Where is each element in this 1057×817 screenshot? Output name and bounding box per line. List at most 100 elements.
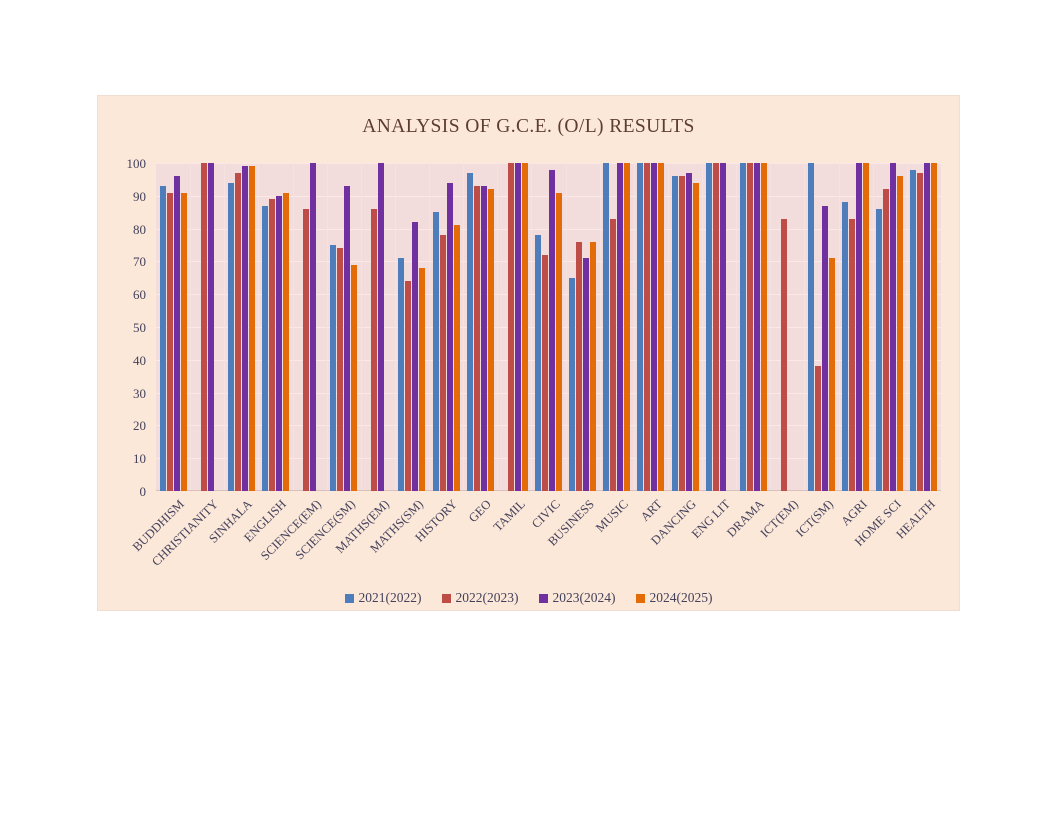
vertical-gridline (770, 163, 772, 491)
bar-eng-lit-2023-2024- (719, 163, 726, 491)
vertical-gridline (360, 163, 362, 491)
y-tick-label: 90 (133, 188, 146, 204)
legend-item-2023-2024-: 2023(2024) (538, 590, 616, 606)
vertical-gridline (838, 163, 840, 491)
y-tick-label: 60 (133, 287, 146, 303)
bar-agri-2022-2023- (849, 218, 856, 491)
y-tick-label: 70 (133, 254, 146, 270)
bar-eng-lit-2021-2022- (705, 163, 712, 491)
bar-science-em--2022-2023- (303, 208, 310, 491)
bar-drama-2022-2023- (746, 163, 753, 491)
gridline (156, 327, 941, 328)
gridline (156, 163, 941, 164)
chart-panel: ANALYSIS OF G.C.E. (O/L) RESULTS 0 10 20 30… (97, 95, 960, 611)
bar-ict-sm--2022-2023- (815, 366, 822, 491)
bar-english-2023-2024- (275, 195, 282, 491)
bar-maths-sm--2021-2022- (398, 258, 405, 491)
legend-swatch-icon (441, 593, 451, 603)
vertical-gridline (804, 163, 806, 491)
gridline (156, 425, 941, 427)
vertical-gridline (906, 163, 908, 491)
bar-civic-2022-2023- (542, 254, 548, 491)
bar-buddhism-2021-2022- (159, 185, 166, 491)
bar-english-2024-2025- (282, 192, 289, 491)
y-tick-label: 10 (133, 451, 146, 467)
bar-maths-em--2023-2024- (378, 163, 385, 491)
vertical-gridline (736, 163, 738, 491)
vertical-gridline (633, 163, 635, 491)
bar-health-2024-2025- (931, 163, 938, 491)
x-axis-line (156, 490, 941, 491)
bar-art-2021-2022- (637, 163, 644, 491)
bar-health-2023-2024- (924, 163, 931, 491)
bar-english-2021-2022- (261, 205, 268, 491)
legend-label: 2024(2025) (649, 590, 713, 605)
bar-history-2023-2024- (446, 182, 453, 491)
bar-art-2022-2023- (644, 163, 651, 491)
vertical-gridline (258, 163, 260, 491)
legend-item-2021-2022-: 2021(2022) (344, 590, 422, 606)
bar-maths-em--2022-2023- (371, 208, 378, 491)
gridline (156, 359, 941, 361)
bar-dancing-2023-2024- (685, 172, 692, 491)
vertical-gridline (394, 163, 396, 491)
bar-sinhala-2024-2025- (248, 166, 255, 491)
legend-label: 2022(2023) (455, 590, 519, 605)
bar-health-2022-2023- (917, 172, 924, 491)
vertical-gridline (463, 163, 465, 491)
bar-christianity-2023-2024- (207, 163, 214, 491)
bar-drama-2021-2022- (739, 163, 746, 491)
bar-maths-sm--2024-2025- (419, 267, 426, 491)
bar-business-2022-2023- (576, 241, 583, 491)
bar-geo-2023-2024- (480, 185, 487, 491)
bar-ict-sm--2021-2022- (808, 163, 815, 491)
legend: 2021(2022) 2022(2023) 2023(2024) 2024(2025) (98, 590, 959, 606)
bar-eng-lit-2022-2023- (712, 163, 719, 491)
bar-sinhala-2022-2023- (234, 172, 241, 491)
bar-agri-2024-2025- (863, 163, 870, 491)
bar-music-2023-2024- (617, 163, 624, 491)
bar-agri-2021-2022- (842, 202, 849, 491)
vertical-gridline (599, 163, 601, 491)
vertical-gridline (872, 163, 874, 491)
bar-sinhala-2021-2022- (227, 182, 234, 491)
bar-tamil-2023-2024- (514, 163, 521, 491)
gridline (156, 294, 941, 296)
y-tick-label: 50 (133, 320, 146, 335)
legend-item-2022-2023-: 2022(2023) (441, 590, 519, 606)
legend-item-2024-2025-: 2024(2025) (635, 590, 713, 606)
y-tick-label: 100 (126, 156, 147, 171)
bar-civic-2021-2022- (535, 235, 541, 491)
bar-buddhism-2024-2025- (180, 192, 187, 491)
legend-swatch-icon (538, 593, 548, 603)
bar-buddhism-2022-2023- (166, 192, 173, 491)
bar-geo-2024-2025- (487, 189, 494, 491)
bar-geo-2021-2022- (466, 172, 473, 491)
bar-tamil-2024-2025- (521, 163, 528, 491)
bar-ict-em--2022-2023- (780, 218, 787, 491)
gridline (156, 195, 941, 197)
vertical-gridline (326, 163, 328, 491)
bar-civic-2023-2024- (549, 169, 555, 491)
vertical-gridline (565, 163, 567, 491)
vertical-gridline (292, 163, 294, 491)
bar-science-sm--2023-2024- (344, 185, 351, 491)
bar-civic-2024-2025- (556, 192, 562, 491)
bar-maths-sm--2022-2023- (405, 281, 412, 491)
bar-science-em--2023-2024- (310, 163, 317, 491)
y-tick-label: 40 (133, 352, 146, 368)
vertical-gridline (531, 163, 533, 491)
legend-label: 2021(2022) (358, 590, 422, 605)
bar-health-2021-2022- (910, 169, 917, 491)
bar-home-sci-2024-2025- (897, 176, 904, 491)
bar-science-sm--2022-2023- (337, 248, 344, 491)
legend-swatch-icon (344, 593, 354, 603)
y-tick-label: 20 (133, 418, 146, 434)
bar-home-sci-2021-2022- (876, 208, 883, 491)
vertical-gridline (224, 163, 226, 491)
y-tick-label: 0 (139, 484, 147, 499)
bar-geo-2022-2023- (473, 185, 480, 491)
bar-dancing-2021-2022- (671, 176, 678, 491)
legend-swatch-icon (635, 593, 645, 603)
